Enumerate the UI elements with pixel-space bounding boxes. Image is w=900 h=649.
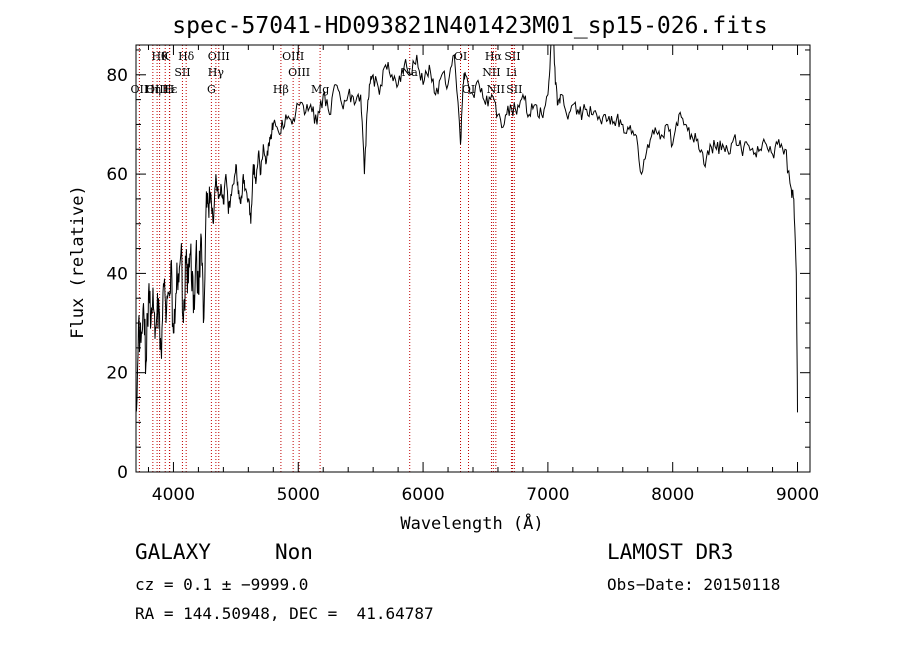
spectrum-series (135, 44, 798, 413)
x-axis: 4000 5000 6000 7000 8000 9000 (147, 45, 819, 505)
marker-label: G (207, 83, 216, 96)
object-subclass: Non (275, 540, 313, 564)
y-tick-label: 20 (106, 364, 128, 384)
marker-label: NII (487, 83, 505, 96)
y-tick-label: 0 (117, 463, 128, 483)
coordinates: RA = 144.50948, DEC = 41.64787 (135, 604, 434, 623)
chart-title: spec-57041-HD093821N401423M01_sp15-026.f… (172, 13, 767, 39)
marker-label: SII (504, 50, 520, 63)
x-tick-label: 4000 (152, 485, 195, 505)
obs-date: Obs−Date: 20150118 (607, 575, 781, 594)
marker-label: Hγ (208, 66, 225, 79)
y-tick-label: 40 (106, 264, 128, 284)
marker-label: Mg (311, 83, 329, 96)
y-axis: 0 20 40 60 80 (106, 49, 810, 483)
marker-label: Hθ (151, 50, 168, 63)
marker-label: SII (174, 66, 190, 79)
y-tick-label: 60 (106, 165, 128, 185)
plot-frame (135, 44, 811, 473)
y-axis-label: Flux (relative) (68, 185, 88, 339)
x-tick-label: 9000 (776, 485, 819, 505)
redshift-cz: cz = 0.1 ± −9999.0 (135, 575, 309, 594)
x-tick-label: 7000 (526, 485, 569, 505)
object-class: GALAXY (135, 540, 211, 564)
marker-label: NII (482, 66, 500, 79)
marker-label: OIII (208, 50, 230, 63)
survey-name: LAMOST DR3 (607, 540, 734, 564)
marker-label: Hβ (273, 83, 289, 96)
marker-label: Li (506, 66, 517, 79)
marker-label: OIII (282, 50, 304, 63)
spectrum-line (135, 44, 798, 413)
x-tick-label: 5000 (277, 485, 320, 505)
marker-label: Hη (145, 83, 161, 96)
marker-label: OIII (146, 83, 168, 96)
marker-label: OIII (288, 66, 310, 79)
marker-label: K (161, 50, 170, 63)
marker-label: Hε (162, 83, 178, 96)
marker-label: Hα (485, 50, 503, 63)
x-axis-label: Wavelength (Å) (400, 512, 543, 534)
spectrum-chart: spec-57041-HD093821N401423M01_sp15-026.f… (68, 13, 819, 534)
x-tick-label: 8000 (651, 485, 694, 505)
marker-label: OI (454, 50, 467, 63)
x-tick-label: 6000 (401, 485, 444, 505)
marker-label: H (165, 83, 175, 96)
marker-label: SII (506, 83, 522, 96)
y-tick-label: 80 (106, 66, 128, 86)
marker-label: Hδ (178, 50, 195, 63)
marker-label: OII (131, 83, 149, 96)
